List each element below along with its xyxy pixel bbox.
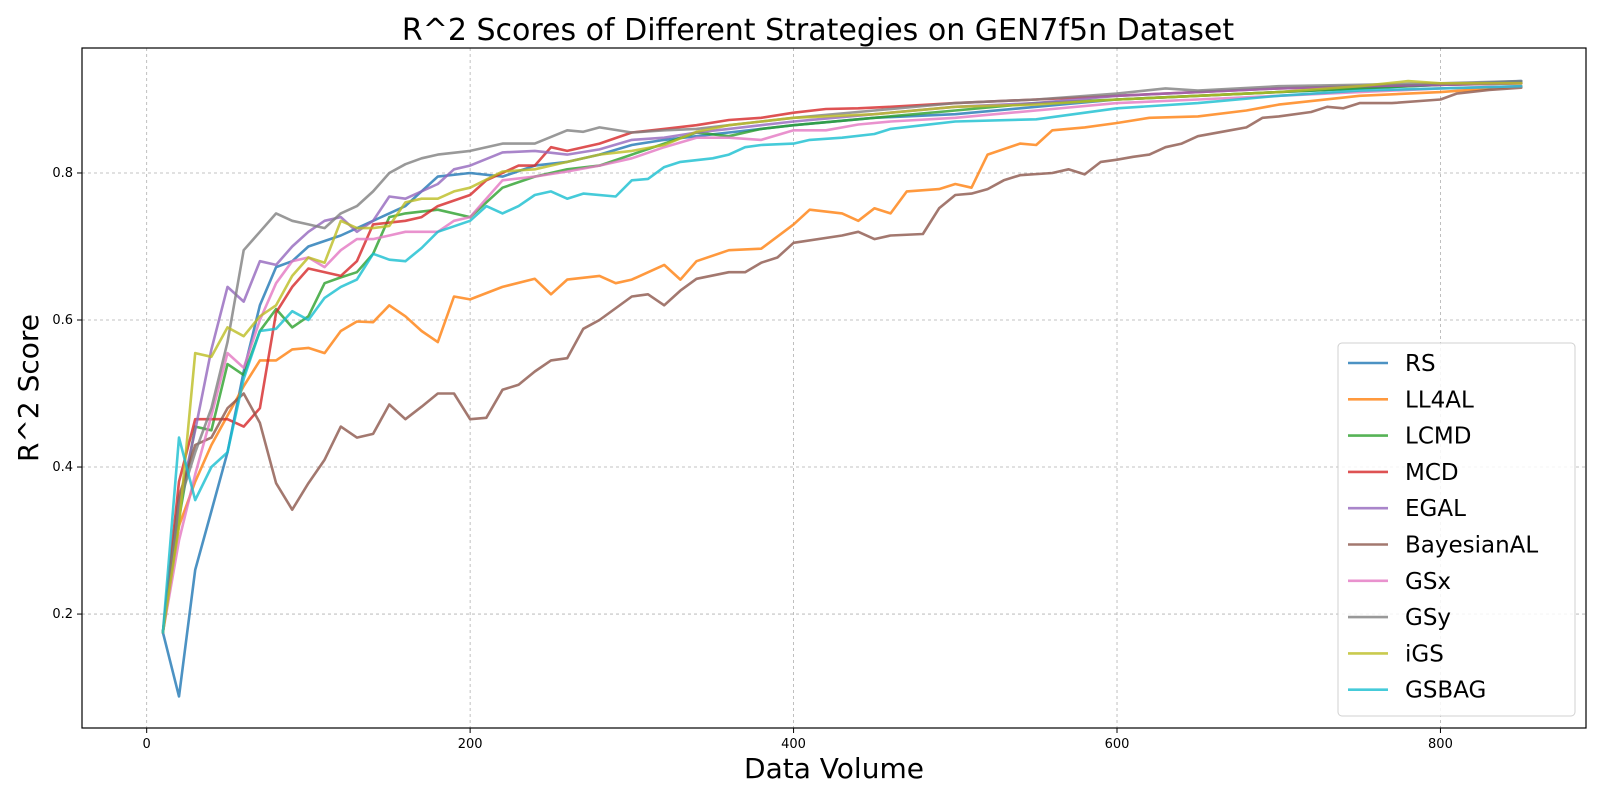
- legend-box: [1337, 342, 1576, 717]
- x-tick-label: 200: [458, 737, 483, 752]
- legend-label: RS: [1405, 351, 1436, 377]
- legend-label: BayesianAL: [1405, 533, 1538, 559]
- y-axis-label: R^2 Score: [12, 314, 45, 462]
- series-line-mcd: [161, 82, 1523, 634]
- x-tick-label: 600: [1105, 737, 1130, 752]
- legend-label: iGS: [1405, 641, 1444, 667]
- legend-label: LL4AL: [1405, 387, 1474, 413]
- legend: RS LL4AL LCMD MCD EGAL BayesianAL GSx GSy iGS GSB…: [1337, 342, 1576, 717]
- x-tick-label: 400: [781, 737, 806, 752]
- series-line-gsx: [161, 84, 1523, 634]
- series-line-gsy: [161, 79, 1523, 634]
- legend-label: MCD: [1405, 460, 1459, 486]
- series-line-ll4al: [161, 84, 1523, 634]
- plot-frame: [81, 47, 1587, 729]
- x-axis-label: Data Volume: [744, 752, 924, 785]
- legend-label: GSy: [1405, 605, 1451, 631]
- series-line-egal: [161, 82, 1523, 634]
- series-line-gsbag: [161, 84, 1523, 634]
- y-tick-label: 0.6: [52, 313, 73, 328]
- y-tick-label: 0.8: [52, 166, 73, 181]
- y-tick-label: 0.2: [52, 607, 73, 622]
- axis-ticks: 0 200 400 600 800 0.2 0.4 0.6 0.8: [52, 166, 1453, 752]
- series-line-bayesianal: [161, 86, 1523, 634]
- y-tick-label: 0.4: [52, 460, 73, 475]
- x-tick-label: 800: [1428, 737, 1453, 752]
- series-line-igs: [161, 79, 1523, 634]
- legend-label: LCMD: [1405, 424, 1471, 450]
- plot-lines: [161, 79, 1523, 698]
- series-line-lcmd: [161, 81, 1523, 634]
- legend-label: GSx: [1405, 569, 1451, 595]
- series-line-rs: [161, 79, 1523, 698]
- x-tick-label: 0: [143, 737, 151, 752]
- legend-label: EGAL: [1405, 496, 1466, 522]
- legend-label: GSBAG: [1405, 678, 1486, 704]
- chart-title: R^2 Scores of Different Strategies on GE…: [402, 13, 1235, 48]
